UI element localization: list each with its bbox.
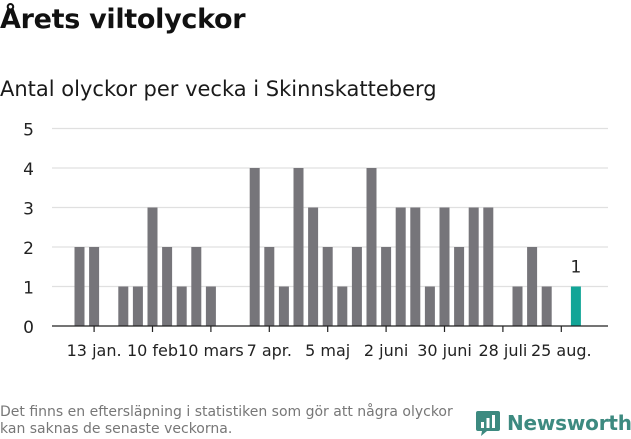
bar xyxy=(337,286,348,326)
bar xyxy=(541,286,552,326)
bar xyxy=(410,207,421,326)
bar xyxy=(366,168,377,326)
bar xyxy=(89,247,100,326)
x-tick-label: 7 apr. xyxy=(247,341,292,360)
annotations: 1 xyxy=(570,258,581,278)
bar xyxy=(118,286,129,326)
bar xyxy=(322,247,333,326)
newsworthy-logo-icon xyxy=(476,411,500,436)
bar xyxy=(570,286,581,326)
x-tick-label: 5 maj xyxy=(305,341,350,360)
bar xyxy=(249,168,260,326)
y-tick-label: 2 xyxy=(23,239,34,259)
bar xyxy=(132,286,143,326)
bar xyxy=(264,247,275,326)
x-tick-label: 30 juni xyxy=(417,341,472,360)
chart-subtitle: Antal olyckor per vecka i Skinnskatteber… xyxy=(0,77,437,101)
bar xyxy=(468,207,479,326)
bar xyxy=(395,207,406,326)
x-axis: 13 jan. 10 feb 10 mars 7 apr. 5 maj 2 juni 30 … xyxy=(52,325,608,360)
brand-name: Newsworthy xyxy=(507,411,631,435)
bar xyxy=(191,247,202,326)
footnote: Det finns en eftersläpning i statistiken… xyxy=(0,404,453,437)
bar xyxy=(147,207,158,326)
bar xyxy=(293,168,304,326)
bar xyxy=(351,247,362,326)
x-tick-label: 10 mars xyxy=(178,341,244,360)
x-tick-label: 10 feb xyxy=(127,341,178,360)
bar xyxy=(74,247,85,326)
y-tick-label: 0 xyxy=(23,318,34,338)
bar xyxy=(381,247,392,326)
bar xyxy=(278,286,289,326)
bar xyxy=(176,286,187,326)
bars xyxy=(74,168,581,326)
bar xyxy=(162,247,173,326)
bar xyxy=(205,286,216,326)
bar xyxy=(512,286,523,326)
bar xyxy=(308,207,319,326)
bar xyxy=(439,207,450,326)
bar-chart: 0 1 2 3 4 5 13 jan. 10 feb 10 mars 7 apr. 5 maj 2 … xyxy=(23,121,608,360)
y-tick-label: 1 xyxy=(23,279,34,299)
bar xyxy=(527,247,538,326)
y-tick-label: 5 xyxy=(23,121,34,141)
bar xyxy=(483,207,494,326)
bar xyxy=(424,286,435,326)
bar xyxy=(454,247,465,326)
x-tick-label: 25 aug. xyxy=(531,341,592,360)
y-tick-label: 4 xyxy=(23,160,34,180)
x-tick-label: 2 juni xyxy=(364,341,408,360)
page-title: Årets viltolyckor xyxy=(0,4,246,35)
data-label: 1 xyxy=(570,258,581,278)
x-tick-label: 13 jan. xyxy=(67,341,122,360)
y-axis: 0 1 2 3 4 5 xyxy=(23,121,34,339)
y-tick-label: 3 xyxy=(23,200,34,220)
brand-logo: Newsworthy xyxy=(475,408,631,438)
x-tick-label: 28 juli xyxy=(478,341,527,360)
